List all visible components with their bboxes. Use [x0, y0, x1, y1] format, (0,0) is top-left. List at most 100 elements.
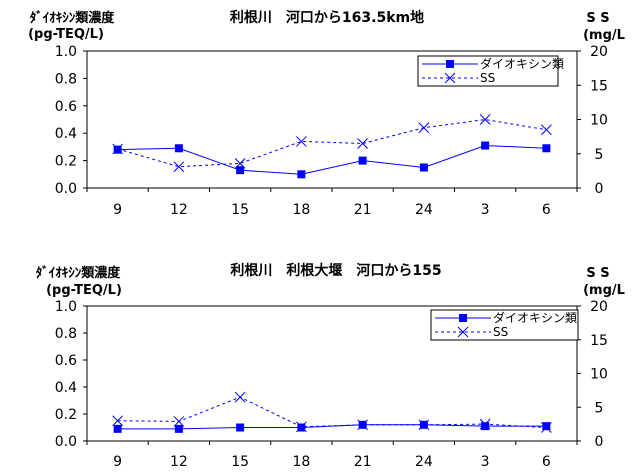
- dioxin-point: [358, 156, 367, 165]
- legend-label: ダイオキシン類: [480, 56, 564, 71]
- dioxin-point: [419, 163, 428, 172]
- dioxin-point: [481, 422, 490, 431]
- ss-point: [234, 157, 246, 169]
- y-right-tick-label: 20: [590, 44, 608, 60]
- y-left-tick-label: 0.0: [55, 181, 77, 197]
- y-axis-right-label: (mg/L: [583, 283, 625, 298]
- series-line-dioxin: [117, 424, 547, 430]
- y-right-tick-label: 5: [595, 147, 604, 163]
- dioxin-point: [113, 424, 122, 433]
- series-line-ss: [117, 118, 547, 168]
- legend-marker-x: [444, 72, 456, 84]
- x-tick-label: 15: [231, 202, 249, 218]
- ss-point-stroke: [479, 418, 491, 430]
- y-right-tick-label: 5: [595, 400, 604, 416]
- y-left-tick-label: 0.2: [55, 407, 77, 423]
- x-tick-label: 12: [170, 202, 188, 218]
- ss-point: [541, 422, 552, 433]
- y-axis-right-label: S S: [586, 266, 609, 281]
- ss-point-stroke: [296, 421, 307, 433]
- ss-point-stroke: [418, 419, 430, 431]
- y-right-tick-label: 10: [590, 113, 608, 129]
- y-left-tick-label: 0.6: [55, 353, 77, 369]
- legend-marker-square: [459, 314, 467, 322]
- ss-point-stroke: [112, 143, 123, 155]
- x-tick-label: 6: [542, 202, 551, 218]
- legend-box: [417, 55, 559, 87]
- y-axis-right-label: (mg/L: [583, 28, 625, 43]
- legend-marker-square: [446, 60, 454, 68]
- y-right-tick-label: 20: [590, 299, 608, 315]
- x-tick-label: 3: [481, 202, 490, 218]
- legend-marker-x: [457, 326, 469, 338]
- y-right-tick-label: 0: [595, 181, 604, 197]
- ss-point: [112, 415, 123, 427]
- x-tick-label: 24: [415, 454, 433, 470]
- y-left-tick-label: 0.2: [55, 154, 77, 170]
- chart-2: 利根川 利根大堰 河口から155 ﾀﾞｲｵｷｼﾝ類濃度 (pg-TEQ/L) S S (…: [36, 262, 625, 470]
- y-left-tick-label: 0.8: [55, 71, 77, 87]
- chart-1: 利根川 河口から163.5km地 ﾀﾞｲｵｷｼﾝ類濃度(pg-TEQ/L) S S (…: [28, 9, 625, 218]
- chart-title: 利根川 河口から163.5km地: [230, 9, 424, 26]
- y-axis-left-label: ﾀﾞｲｵｷｼﾝ類濃度: [36, 265, 122, 281]
- x-tick-label: 9: [113, 454, 122, 470]
- ss-point-stroke: [418, 122, 430, 134]
- ss-point-stroke: [357, 138, 368, 149]
- ss-point: [112, 143, 123, 155]
- y-axis-right-label: S S: [586, 11, 609, 26]
- ss-point-stroke: [357, 419, 368, 431]
- y-axis-left-label: (pg-TEQ/L): [28, 27, 104, 42]
- dioxin-point: [297, 170, 306, 179]
- ss-point: [296, 136, 307, 147]
- ss-point-stroke: [173, 416, 185, 427]
- legend-label: SS: [480, 71, 495, 85]
- x-tick-label: 18: [292, 454, 310, 470]
- ss-point: [173, 416, 185, 427]
- dioxin-point: [174, 424, 183, 433]
- ss-point-stroke: [541, 124, 552, 136]
- x-tick-label: 21: [354, 454, 372, 470]
- chart-title: 利根川 利根大堰 河口から155: [230, 262, 441, 279]
- x-tick-label: 12: [170, 454, 188, 470]
- ss-point: [418, 122, 430, 134]
- dioxin-point: [236, 423, 245, 432]
- ss-point-stroke: [234, 391, 246, 403]
- ss-point: [357, 419, 368, 431]
- series-line-dioxin: [117, 145, 547, 175]
- ss-point: [479, 418, 491, 430]
- ss-point: [541, 124, 552, 136]
- dioxin-point: [542, 422, 551, 431]
- x-tick-label: 24: [415, 202, 433, 218]
- x-tick-label: 21: [354, 202, 372, 218]
- legend-label: ダイオキシン類: [493, 310, 577, 325]
- y-right-tick-label: 15: [590, 78, 608, 94]
- dioxin-point: [174, 144, 183, 153]
- ss-point: [418, 419, 430, 431]
- y-left-tick-label: 0.0: [55, 434, 77, 450]
- ss-point: [357, 138, 368, 149]
- x-tick-label: 3: [481, 454, 490, 470]
- ss-point: [234, 391, 246, 403]
- ss-point-stroke: [541, 422, 552, 433]
- y-axis-left-label: (pg-TEQ/L): [46, 283, 122, 298]
- ss-point: [173, 161, 185, 173]
- ss-point-stroke: [173, 161, 185, 173]
- y-left-tick-label: 0.4: [55, 126, 77, 142]
- x-tick-label: 6: [542, 454, 551, 470]
- ss-point-stroke: [112, 415, 123, 427]
- dioxin-point: [236, 166, 245, 175]
- y-left-tick-label: 0.6: [55, 99, 77, 115]
- legend-label: SS: [493, 325, 508, 339]
- y-right-tick-label: 10: [590, 367, 608, 383]
- ss-point: [479, 114, 491, 125]
- y-left-tick-label: 0.4: [55, 380, 77, 396]
- y-left-tick-label: 1.0: [55, 44, 77, 60]
- ss-point-stroke: [479, 114, 491, 125]
- y-right-tick-label: 15: [590, 333, 608, 349]
- series-line-ss: [117, 396, 547, 428]
- x-tick-label: 15: [231, 454, 249, 470]
- y-left-tick-label: 0.8: [55, 326, 77, 342]
- x-tick-label: 18: [292, 202, 310, 218]
